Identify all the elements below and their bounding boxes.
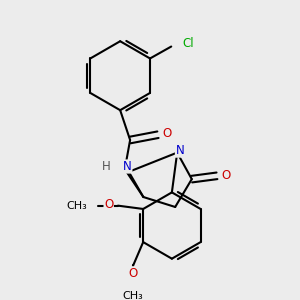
Text: O: O <box>163 127 172 140</box>
Text: CH₃: CH₃ <box>67 201 88 211</box>
Text: Cl: Cl <box>182 38 194 50</box>
Text: N: N <box>123 160 132 173</box>
Text: O: O <box>104 198 113 211</box>
Text: O: O <box>129 267 138 280</box>
Text: N: N <box>176 144 184 157</box>
Text: H: H <box>102 160 111 173</box>
Text: CH₃: CH₃ <box>123 291 144 300</box>
Text: O: O <box>222 169 231 182</box>
